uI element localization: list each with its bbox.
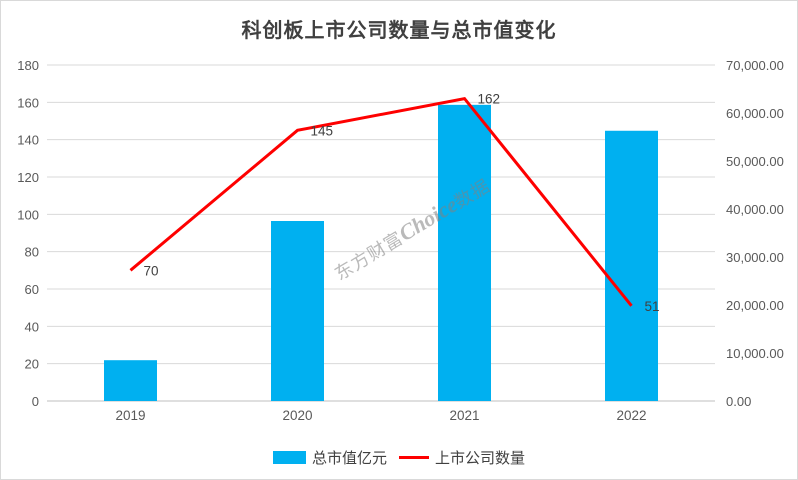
bar-2019 — [104, 360, 157, 401]
left-axis-tick-label: 0 — [32, 394, 39, 409]
right-axis-tick-label: 60,000.00 — [726, 106, 784, 121]
x-axis-label: 2022 — [616, 408, 646, 423]
right-axis-tick-label: 30,000.00 — [726, 250, 784, 265]
line-data-label: 145 — [311, 123, 334, 138]
line-data-label: 70 — [144, 263, 159, 278]
line-data-label: 162 — [478, 92, 501, 107]
left-axis-tick-label: 60 — [25, 282, 39, 297]
right-axis-tick-label: 40,000.00 — [726, 202, 784, 217]
left-axis-tick-label: 40 — [25, 319, 39, 334]
x-axis-label: 2021 — [449, 408, 479, 423]
right-axis-tick-label: 0.00 — [726, 394, 751, 409]
legend-line-label: 上市公司数量 — [435, 450, 526, 467]
right-axis-tick-label: 10,000.00 — [726, 346, 784, 361]
x-axis-label: 2019 — [115, 408, 145, 423]
legend-line-swatch — [399, 456, 429, 459]
bar-2021 — [438, 104, 491, 401]
left-axis-tick-label: 100 — [17, 207, 39, 222]
legend-bar-label: 总市值亿元 — [311, 450, 387, 467]
left-axis-tick-label: 20 — [25, 357, 39, 372]
left-axis-tick-label: 120 — [17, 170, 39, 185]
x-axis-label: 2020 — [282, 408, 312, 423]
bar-2020 — [271, 221, 324, 401]
line-data-label: 51 — [645, 299, 660, 314]
legend-bar-swatch — [272, 451, 306, 464]
right-axis-tick-label: 70,000.00 — [726, 58, 784, 73]
left-axis-tick-label: 140 — [17, 133, 39, 148]
left-axis-tick-label: 80 — [25, 245, 39, 260]
legend: 总市值亿元 上市公司数量 — [1, 447, 797, 468]
left-axis-tick-label: 160 — [17, 95, 39, 110]
right-axis-tick-label: 50,000.00 — [726, 154, 784, 169]
bar-2022 — [605, 130, 658, 401]
left-axis-tick-label: 180 — [17, 58, 39, 73]
chart-title: 科创板上市公司数量与总市值变化 — [241, 20, 557, 42]
companies-line — [129, 96, 633, 307]
right-axis-tick-label: 20,000.00 — [726, 298, 784, 313]
